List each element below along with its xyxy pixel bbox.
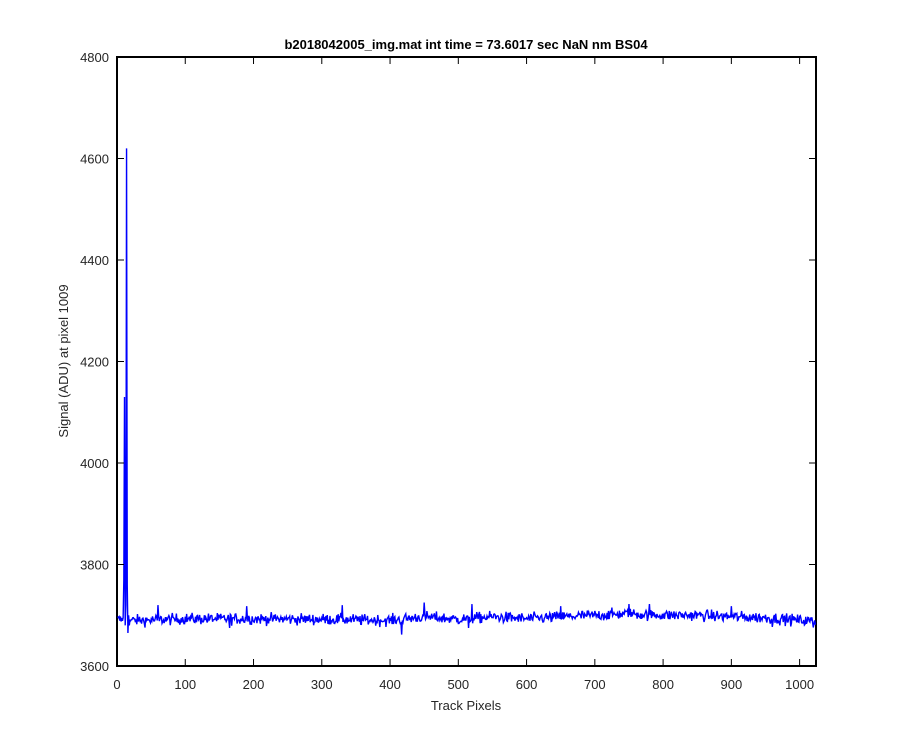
y-tick-label: 4600 — [80, 152, 109, 167]
y-tick-label: 4800 — [80, 50, 109, 65]
signal-line — [117, 148, 817, 635]
y-tick-label: 3800 — [80, 558, 109, 573]
x-tick-label: 500 — [447, 677, 469, 692]
y-tick-label: 4400 — [80, 253, 109, 268]
x-axis-label: Track Pixels — [431, 698, 502, 713]
x-tick-label: 900 — [721, 677, 743, 692]
x-tick-label: 400 — [379, 677, 401, 692]
chart-title: b2018042005_img.mat int time = 73.6017 s… — [284, 37, 648, 52]
x-tick-label: 600 — [516, 677, 538, 692]
y-tick-label: 4000 — [80, 456, 109, 471]
y-axis-label: Signal (ADU) at pixel 1009 — [56, 284, 71, 437]
y-tick-label: 3600 — [80, 659, 109, 674]
y-axis-ticks: 3600 3800 4000 4200 4400 4600 4800 — [80, 50, 816, 674]
axes-box — [116, 56, 817, 667]
x-tick-label: 100 — [174, 677, 196, 692]
x-tick-label: 0 — [113, 677, 120, 692]
x-tick-label: 1000 — [785, 677, 814, 692]
plot-area: 0 100 200 300 400 500 600 700 800 900 1000 3600 380… — [80, 50, 817, 692]
x-tick-label: 800 — [652, 677, 674, 692]
x-tick-label: 700 — [584, 677, 606, 692]
y-tick-label: 4200 — [80, 355, 109, 370]
x-tick-label: 300 — [311, 677, 333, 692]
x-tick-label: 200 — [243, 677, 265, 692]
x-axis-ticks: 0 100 200 300 400 500 600 700 800 900 1000 — [113, 57, 814, 692]
